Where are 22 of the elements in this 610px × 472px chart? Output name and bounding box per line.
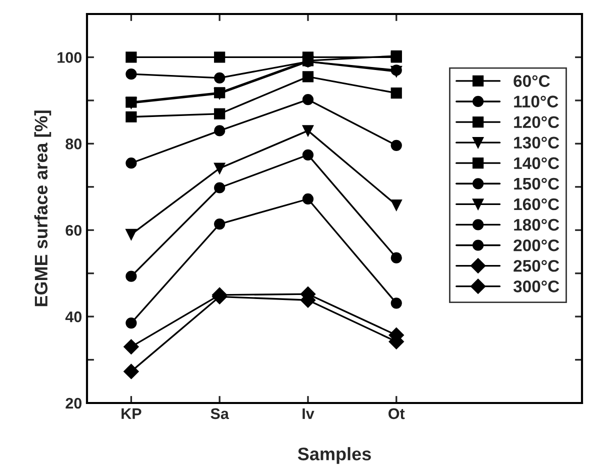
y-tick-label: 60 bbox=[66, 224, 82, 236]
legend-label: 160°C bbox=[514, 198, 560, 210]
legend-label: 110°C bbox=[514, 96, 558, 108]
legend-label: 130°C bbox=[514, 136, 560, 149]
y-tick-label: 20 bbox=[66, 398, 82, 409]
legend-label: 140°C bbox=[514, 157, 560, 170]
x-axis-title: Samples bbox=[298, 447, 371, 464]
y-tick-label: 100 bbox=[58, 52, 82, 63]
x-tick-label: Sa bbox=[210, 408, 230, 420]
y-tick-label: 40 bbox=[65, 311, 82, 322]
y-tick-label: 80 bbox=[66, 138, 82, 150]
legend-label: 60°C bbox=[514, 75, 550, 87]
legend-label: 180°C bbox=[514, 218, 560, 231]
legend-label: 150°C bbox=[514, 178, 560, 190]
x-tick-label: KP bbox=[122, 408, 142, 419]
y-axis-title: EGME surface area [%] bbox=[34, 110, 52, 306]
legend-label: 250°C bbox=[514, 260, 560, 272]
legend-label: 300°C bbox=[513, 280, 560, 292]
x-tick-label: Iv bbox=[302, 408, 314, 419]
x-tick-label: Ot bbox=[388, 408, 405, 420]
legend-label: 120°C bbox=[514, 116, 560, 128]
legend-label: 200°C bbox=[514, 239, 560, 252]
